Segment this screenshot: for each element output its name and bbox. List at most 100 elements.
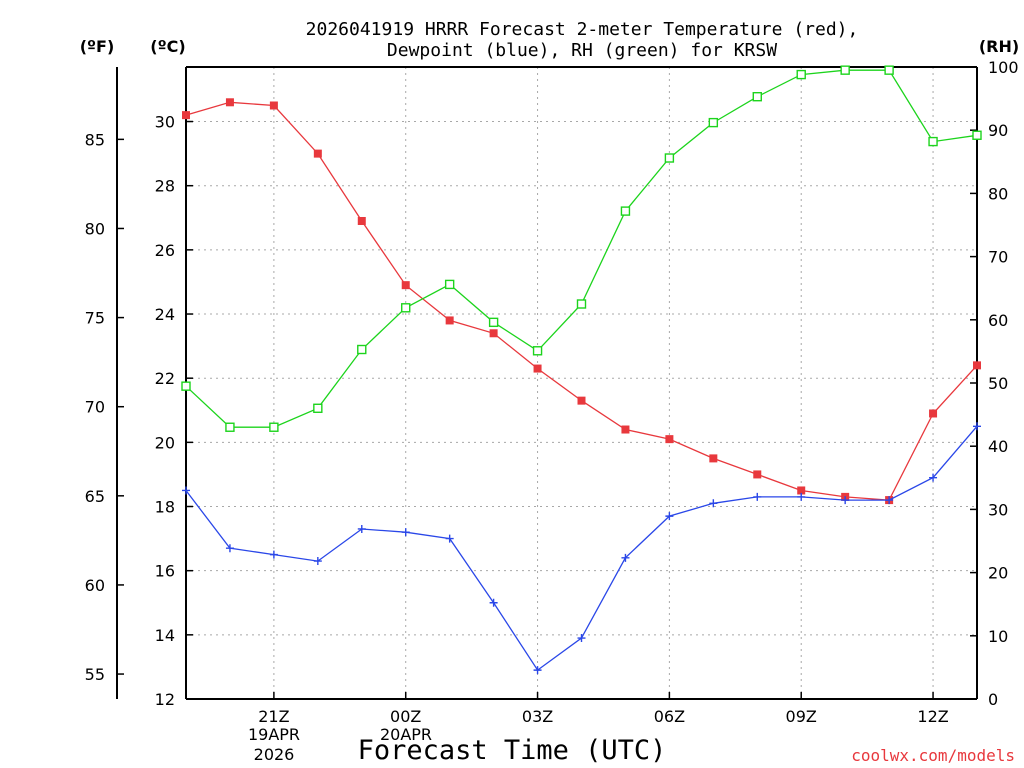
rh-tick-label: 90 <box>988 121 1008 140</box>
rh-point <box>532 346 543 356</box>
dewpoint-point <box>885 496 894 505</box>
celsius-tick-label: 26 <box>155 241 175 260</box>
x-tick-label: 12Z <box>917 707 948 726</box>
rh-line <box>185 69 978 428</box>
temperature-point <box>445 316 454 325</box>
fahrenheit-tick-label: 85 <box>85 130 105 149</box>
rh-point <box>401 303 411 313</box>
unit-label-celsius: (ºC) <box>150 37 185 56</box>
temperature-point <box>489 329 498 338</box>
rh-tick-label: 20 <box>988 564 1008 583</box>
dewpoint-point <box>929 473 938 482</box>
unit-label-fahrenheit: (ºF) <box>80 37 115 56</box>
temperature-point <box>269 101 278 110</box>
rh-tick-label: 100 <box>988 58 1019 77</box>
temperature-point <box>929 409 938 418</box>
x-axis-title: Forecast Time (UTC) <box>358 735 667 766</box>
celsius-tick-label: 28 <box>155 177 175 196</box>
dewpoint-line <box>185 425 978 672</box>
rh-tick-label: 10 <box>988 627 1008 646</box>
date-label-19apr: 19APR <box>248 725 300 744</box>
fahrenheit-tick-label: 65 <box>85 487 105 506</box>
rh-tick-label: 40 <box>988 437 1008 456</box>
temperature-point <box>577 396 586 405</box>
dewpoint-point <box>225 544 234 553</box>
temperature-point <box>533 364 542 373</box>
dewpoint-point <box>445 534 454 543</box>
rh-point <box>664 153 675 163</box>
dewpoint-point <box>182 486 190 495</box>
x-tick-label: 21Z <box>258 707 289 726</box>
unit-label-rh: (RH) <box>979 37 1019 56</box>
dewpoint-point <box>401 528 410 537</box>
celsius-tick-label: 14 <box>155 626 175 645</box>
rh-point <box>444 279 455 290</box>
dewpoint-point <box>489 598 498 607</box>
temperature-point <box>357 216 366 225</box>
rh-tick-label: 70 <box>988 248 1008 267</box>
x-tick-label: 06Z <box>654 707 685 726</box>
dewpoint-point <box>665 512 674 521</box>
series-layer <box>181 65 982 675</box>
dewpoint-point <box>973 422 981 431</box>
temperature-point <box>665 435 674 444</box>
rh-tick-label: 80 <box>988 184 1008 203</box>
rh-point <box>884 65 894 75</box>
celsius-tick-label: 24 <box>155 305 175 324</box>
fahrenheit-tick-label: 55 <box>85 665 105 684</box>
dewpoint-point <box>533 666 542 675</box>
chart-title-line2: Dewpoint (blue), RH (green) for KRSW <box>387 40 777 61</box>
chart-title-line1: 2026041919 HRRR Forecast 2-meter Tempera… <box>306 19 859 40</box>
rh-point <box>840 65 850 75</box>
date-label-2026: 2026 <box>254 745 295 764</box>
rh-point <box>313 403 323 413</box>
dewpoint-point <box>621 553 630 562</box>
rh-point <box>928 136 938 147</box>
fahrenheit-tick-label: 60 <box>85 576 105 595</box>
rh-point <box>620 206 631 216</box>
temperature-point <box>182 111 190 120</box>
rh-point <box>708 117 719 128</box>
dewpoint-point <box>709 499 718 508</box>
rh-point <box>972 130 982 140</box>
rh-point <box>752 92 762 102</box>
dewpoint-point <box>577 634 586 643</box>
rh-point <box>488 317 499 328</box>
credit-label: coolwx.com/models <box>851 746 1015 765</box>
rh-tick-label: 0 <box>988 690 998 709</box>
axis-layer <box>116 66 978 700</box>
celsius-tick-label: 20 <box>155 433 175 452</box>
temperature-point <box>973 361 981 370</box>
dewpoint-point <box>797 492 806 501</box>
rh-point <box>225 422 235 432</box>
celsius-tick-label: 30 <box>155 113 175 132</box>
fahrenheit-tick-label: 75 <box>85 309 105 328</box>
x-tick-label: 00Z <box>390 707 421 726</box>
rh-point <box>269 422 279 432</box>
dewpoint-point <box>313 557 322 566</box>
dewpoint-point <box>357 524 366 533</box>
dewpoint-point <box>841 496 850 505</box>
x-tick-label: 09Z <box>786 707 817 726</box>
fahrenheit-tick-label: 70 <box>85 398 105 417</box>
date-label-20apr: 20APR <box>380 725 432 744</box>
tick-label-layer: 21Z 00Z 03Z 06Z 09Z 12Z 12 14 16 18 20 22 24 26 28 30 55… <box>85 58 1019 726</box>
rh-point <box>181 381 191 391</box>
rh-point <box>796 69 806 80</box>
x-tick-label: 03Z <box>522 707 553 726</box>
rh-tick-label: 50 <box>988 374 1008 393</box>
fahrenheit-tick-label: 80 <box>85 219 105 238</box>
celsius-tick-label: 16 <box>155 562 175 581</box>
dewpoint-point <box>269 550 278 559</box>
temperature-point <box>313 149 322 158</box>
temperature-point <box>753 470 762 479</box>
temperature-point <box>401 281 410 290</box>
temperature-point <box>621 425 630 434</box>
rh-tick-label: 60 <box>988 311 1008 330</box>
temperature-point <box>225 98 234 107</box>
rh-point <box>576 299 587 309</box>
celsius-tick-label: 22 <box>155 369 175 388</box>
celsius-tick-label: 18 <box>155 498 175 517</box>
temperature-point <box>797 486 806 495</box>
